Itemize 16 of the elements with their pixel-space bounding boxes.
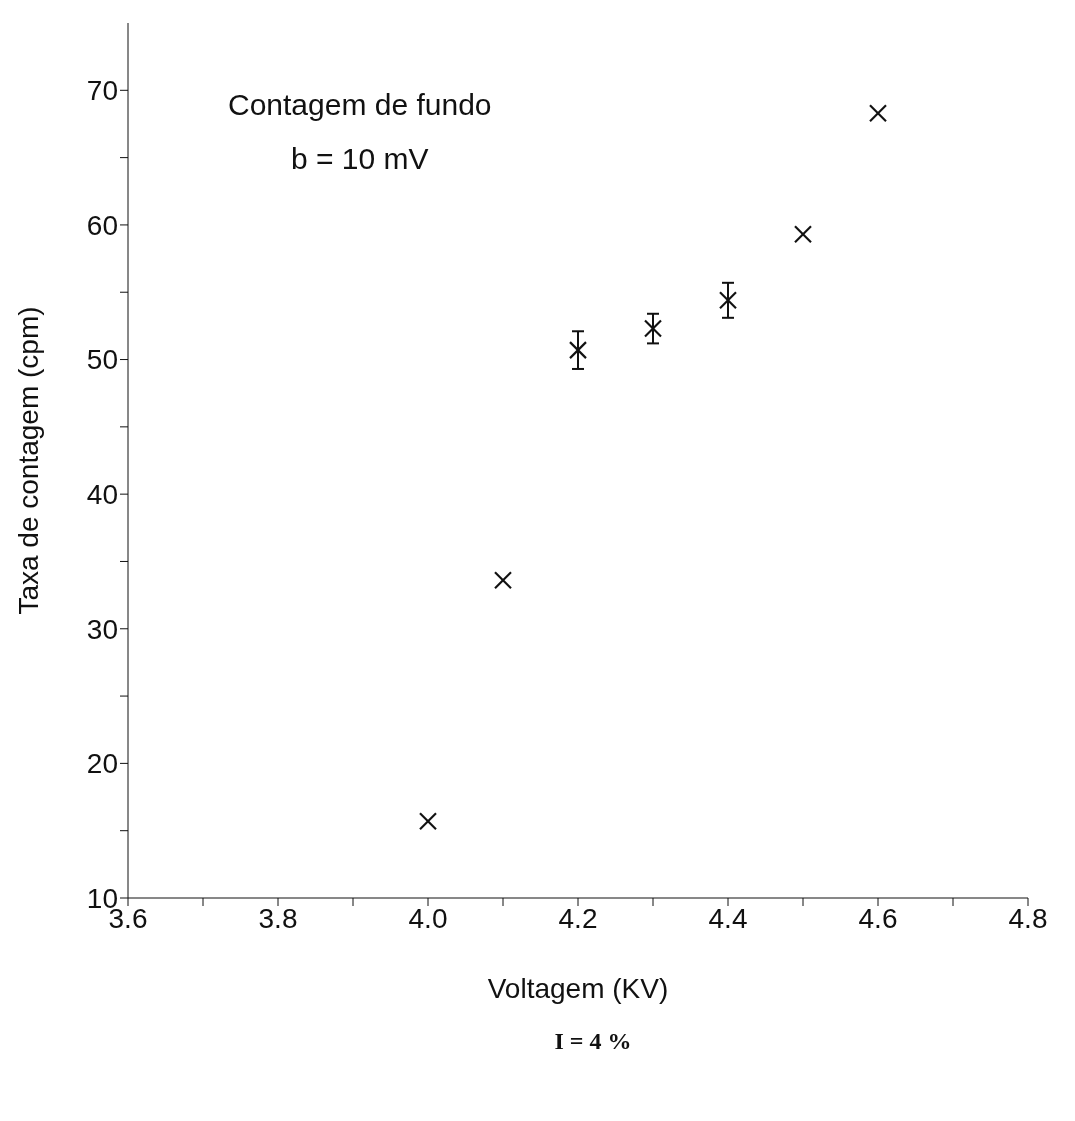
y-tick-label: 70 — [86, 75, 118, 107]
y-tick-label: 60 — [86, 209, 118, 241]
y-axis-title: Taxa de contagem (cpm) — [12, 306, 44, 615]
x-tick-label: 4.0 — [408, 902, 448, 934]
y-tick-label: 20 — [86, 748, 118, 780]
x-tick-label: 4.2 — [558, 902, 598, 934]
x-tick-label: 4.8 — [1008, 902, 1048, 934]
x-tick-label: 4.6 — [858, 902, 898, 934]
text: I = 4 % — [553, 1028, 633, 1055]
annotation: Contagem de fundo b = 10 mV — [228, 87, 492, 177]
y-tick-label: 40 — [86, 479, 118, 511]
y-tick-label: 30 — [86, 613, 118, 645]
y-tick-label: 50 — [86, 344, 118, 376]
x-tick-label: 4.4 — [708, 902, 748, 934]
x-axis-title: Voltagem (KV) — [487, 973, 669, 1004]
x-tick-label: 3.8 — [258, 902, 298, 934]
